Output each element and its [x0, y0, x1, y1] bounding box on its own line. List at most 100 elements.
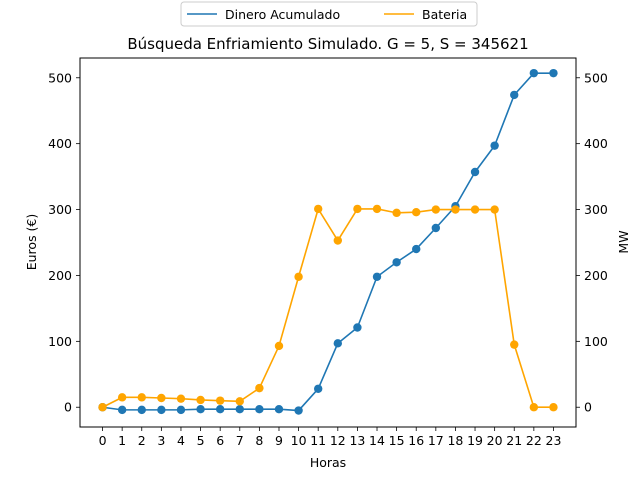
x-tick-label-6: 6 [216, 433, 224, 448]
x-tick-label-0: 0 [99, 433, 107, 448]
point-bateria-8 [255, 383, 264, 393]
chart-title: Búsqueda Enfriamiento Simulado. G = 5, S… [127, 35, 528, 53]
y-tick-label-1: 100 [48, 334, 72, 349]
point-bateria-21 [510, 340, 519, 349]
point-dinero-3 [157, 405, 166, 415]
x-tick-label-19: 19 [467, 433, 483, 448]
point-bateria-17 [431, 205, 441, 214]
x-tick-label-3: 3 [157, 433, 165, 448]
point-bateria-20 [490, 205, 499, 214]
x-tick-label-5: 5 [197, 433, 205, 448]
x-tick-label-11: 11 [310, 433, 326, 448]
point-dinero-1 [117, 405, 127, 415]
point-dinero-2 [137, 405, 146, 415]
legend: Dinero Acumulado Bateria [180, 1, 478, 27]
point-dinero-11 [313, 384, 323, 393]
legend-label-dinero: Dinero Acumulado [225, 7, 340, 22]
series-bateria [98, 204, 558, 412]
series-line-dinero [102, 72, 554, 412]
point-bateria-11 [313, 204, 323, 214]
point-bateria-0 [98, 403, 107, 412]
y-tick-label-3: 300 [48, 202, 72, 217]
point-bateria-15 [392, 208, 401, 218]
point-bateria-23 [549, 403, 558, 412]
x-tick-label-7: 7 [236, 433, 244, 448]
point-dinero-5 [196, 405, 205, 414]
point-bateria-18 [451, 205, 460, 214]
legend-label-bateria: Bateria [422, 7, 467, 22]
x-tick-label-14: 14 [369, 433, 385, 448]
x-tick-label-8: 8 [255, 433, 263, 448]
y2-tick-label-3: 300 [584, 202, 608, 217]
point-bateria-9 [274, 341, 284, 351]
series-layer [98, 68, 558, 415]
point-dinero-15 [392, 258, 401, 267]
y2-axis-title: MW [616, 230, 631, 253]
point-bateria-14 [372, 204, 382, 214]
x-tick-label-2: 2 [138, 433, 146, 448]
x-tick-label-16: 16 [408, 433, 424, 448]
point-bateria-13 [353, 204, 362, 214]
y-tick-label-2: 200 [48, 268, 72, 283]
point-bateria-7 [235, 397, 244, 406]
x-tick-label-1: 1 [118, 433, 126, 448]
y2-tick-label-4: 400 [584, 136, 608, 151]
point-dinero-14 [372, 272, 382, 281]
x-tick-label-10: 10 [291, 433, 307, 448]
x-tick-label-17: 17 [428, 433, 444, 448]
point-bateria-4 [176, 394, 186, 403]
y2-tick-label-1: 100 [584, 334, 608, 349]
y-tick-label-0: 0 [64, 400, 72, 415]
x-tick-label-9: 9 [275, 433, 283, 448]
point-dinero-4 [176, 405, 186, 415]
point-dinero-22 [529, 68, 539, 78]
point-bateria-6 [215, 396, 225, 405]
point-bateria-22 [529, 403, 539, 412]
x-tick-label-13: 13 [349, 433, 365, 448]
point-dinero-20 [490, 141, 499, 150]
point-dinero-9 [274, 405, 284, 414]
y2-tick-label-5: 500 [584, 70, 608, 85]
y2-axis-ticks: 0 100 200 300 400 500 [576, 70, 608, 415]
y-tick-label-4: 400 [48, 136, 72, 151]
x-tick-label-15: 15 [389, 433, 405, 448]
x-tick-label-18: 18 [447, 433, 463, 448]
point-bateria-19 [470, 205, 480, 214]
y-axis-title: Euros (€) [24, 214, 39, 271]
point-bateria-10 [294, 272, 303, 281]
x-tick-label-21: 21 [506, 433, 522, 448]
point-dinero-8 [255, 405, 264, 414]
point-dinero-12 [333, 339, 343, 348]
plot-frame [79, 57, 577, 428]
series-line-bateria [102, 208, 554, 409]
point-bateria-2 [137, 393, 146, 402]
y2-tick-label-0: 0 [584, 400, 592, 415]
x-tick-label-22: 22 [526, 433, 542, 448]
x-axis-title: Horas [310, 455, 346, 470]
point-bateria-16 [412, 207, 421, 217]
x-tick-label-23: 23 [546, 433, 562, 448]
point-dinero-7 [235, 405, 244, 414]
point-dinero-10 [294, 406, 303, 415]
point-dinero-6 [215, 405, 225, 414]
x-tick-label-20: 20 [487, 433, 503, 448]
point-dinero-17 [431, 223, 441, 233]
x-tick-label-4: 4 [177, 433, 185, 448]
point-dinero-21 [510, 90, 519, 100]
point-bateria-12 [333, 236, 343, 245]
point-dinero-19 [470, 167, 480, 177]
y-axis-ticks: 0 100 200 300 400 500 [48, 70, 80, 415]
y2-tick-label-2: 200 [584, 268, 608, 283]
point-dinero-23 [549, 68, 558, 78]
y-tick-label-5: 500 [48, 70, 72, 85]
point-dinero-16 [412, 244, 421, 254]
x-tick-label-12: 12 [330, 433, 346, 448]
legend-frame [180, 1, 478, 27]
point-bateria-3 [157, 393, 166, 403]
x-axis-ticks: 0 1 2 3 4 5 6 7 8 9 10 11 12 13 14 15 16 17 18 19 20 21 22 23 [99, 427, 562, 448]
series-dinero [98, 68, 558, 415]
point-dinero-13 [353, 323, 362, 332]
point-bateria-5 [196, 395, 205, 405]
point-bateria-1 [117, 393, 127, 402]
